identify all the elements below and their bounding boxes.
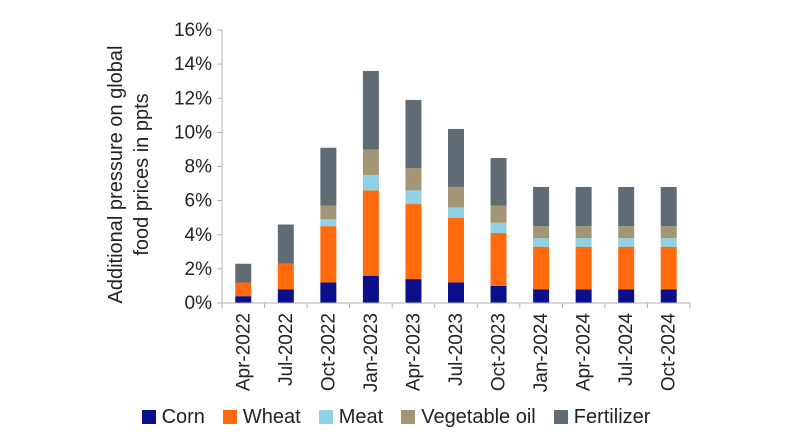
bar-segment-corn (490, 285, 507, 303)
bar-segment-corn (405, 279, 422, 303)
bar-segment-fertilizer (277, 224, 294, 264)
bar-segment-wheat (277, 263, 294, 290)
bar-segment-vegetable-oil (362, 149, 379, 176)
y-axis-title: Additional pressure on global food prices… (105, 46, 153, 304)
bar-segment-wheat (575, 246, 592, 290)
legend-label: Corn (161, 405, 205, 428)
y-axis-title-line: Additional pressure on global (105, 46, 127, 304)
x-tick-label: Oct-2024 (659, 313, 680, 392)
bar-segment-corn (277, 289, 294, 303)
bar-segment-wheat (362, 190, 379, 276)
legend-swatch (141, 410, 156, 424)
bar-segment-fertilizer (533, 186, 550, 227)
legend-swatch (318, 410, 333, 424)
bar-segment-corn (320, 282, 337, 303)
bar-segment-vegetable-oil (575, 226, 592, 239)
bar-segment-wheat (618, 246, 635, 290)
x-tick-label: Oct-2022 (318, 313, 339, 391)
bar-segment-meat (575, 238, 592, 247)
bar-segment-wheat (533, 246, 550, 290)
bar-segment-wheat (490, 233, 507, 286)
y-tick-label: 10% (174, 122, 212, 143)
bar-segment-vegetable-oil (405, 168, 422, 191)
y-tick-label: 12% (174, 88, 212, 109)
bar-segment-meat (490, 222, 507, 234)
y-tick-label: 6% (185, 191, 213, 212)
bar-segment-vegetable-oil (448, 186, 464, 208)
legend-item: Fertilizer (553, 405, 651, 429)
bar-segment-meat (618, 238, 635, 247)
y-tick-label: 2% (185, 259, 213, 280)
legend-item: Meat (318, 405, 384, 429)
bar-segment-corn (618, 289, 635, 303)
legend-label: Vegetable oil (421, 405, 536, 428)
legend-label: Wheat (242, 405, 301, 428)
bar-segment-corn (660, 289, 677, 303)
bars (235, 70, 677, 303)
legend-swatch (222, 410, 237, 424)
bar-segment-vegetable-oil (320, 205, 337, 220)
bar-segment-fertilizer (362, 70, 379, 150)
y-tick-label: 8% (185, 157, 213, 178)
legend-item: Wheat (222, 405, 301, 429)
legend-label: Fertilizer (573, 405, 651, 428)
x-tick-label: Jul-2022 (276, 313, 297, 386)
bar-segment-fertilizer (490, 157, 507, 206)
x-tick-label: Apr-2023 (403, 313, 424, 391)
bar-segment-meat (405, 190, 422, 205)
bar-segment-meat (362, 175, 379, 191)
y-axis: 0% 2% 4% 6% 8% 10% 12% 14% 16% (174, 20, 223, 314)
y-tick-label: 16% (174, 20, 212, 41)
bar-segment-wheat (235, 282, 252, 297)
legend-item: Vegetable oil (401, 406, 536, 429)
y-tick-label: 14% (174, 54, 212, 75)
bar-segment-corn (448, 282, 464, 303)
bar-segment-fertilizer (405, 99, 422, 169)
bar-segment-fertilizer (448, 128, 464, 187)
bar-segment-wheat (448, 217, 464, 283)
legend-label: Meat (338, 405, 384, 428)
bar-segment-corn (533, 289, 550, 303)
bar-segment-meat (320, 219, 337, 227)
bar-segment-meat (533, 238, 550, 247)
x-tick-label: Oct-2023 (489, 313, 510, 391)
x-tick-label: Jan-2024 (531, 313, 552, 393)
y-tick-label: 0% (185, 293, 213, 314)
x-tick-label: Jul-2024 (616, 313, 637, 386)
legend-item: Corn (141, 405, 205, 429)
bar-segment-meat (448, 207, 464, 218)
bar-segment-fertilizer (618, 186, 635, 227)
y-axis-title-line: food prices in ppts (131, 93, 153, 255)
legend: Corn Wheat Meat Vegetable oil Fertilizer (0, 402, 792, 432)
x-tick-label: Jan-2023 (361, 313, 382, 392)
bar-segment-fertilizer (660, 186, 677, 227)
x-tick-label: Apr-2022 (233, 313, 254, 391)
bar-segment-meat (660, 238, 677, 247)
bar-segment-corn (235, 296, 252, 303)
bar-segment-vegetable-oil (660, 226, 677, 239)
bar-segment-corn (575, 289, 592, 303)
x-tick-label: Jul-2023 (446, 313, 467, 386)
bar-segment-wheat (320, 226, 337, 283)
legend-swatch (401, 410, 416, 424)
bar-segment-wheat (405, 204, 422, 280)
bar-segment-vegetable-oil (618, 226, 635, 239)
bar-segment-wheat (660, 246, 677, 290)
x-axis: Apr-2022 Jul-2022 Oct-2022 Jan-2023 Apr-2023… (221, 302, 691, 393)
bar-segment-vegetable-oil (490, 205, 507, 223)
bar-segment-corn (362, 275, 379, 303)
bar-segment-fertilizer (575, 186, 592, 227)
bar-segment-vegetable-oil (533, 226, 550, 239)
legend-swatch (553, 410, 568, 424)
y-tick-label: 4% (185, 225, 213, 246)
bar-segment-fertilizer (320, 147, 337, 206)
bar-segment-fertilizer (235, 263, 252, 283)
x-tick-label: Apr-2024 (574, 313, 595, 392)
